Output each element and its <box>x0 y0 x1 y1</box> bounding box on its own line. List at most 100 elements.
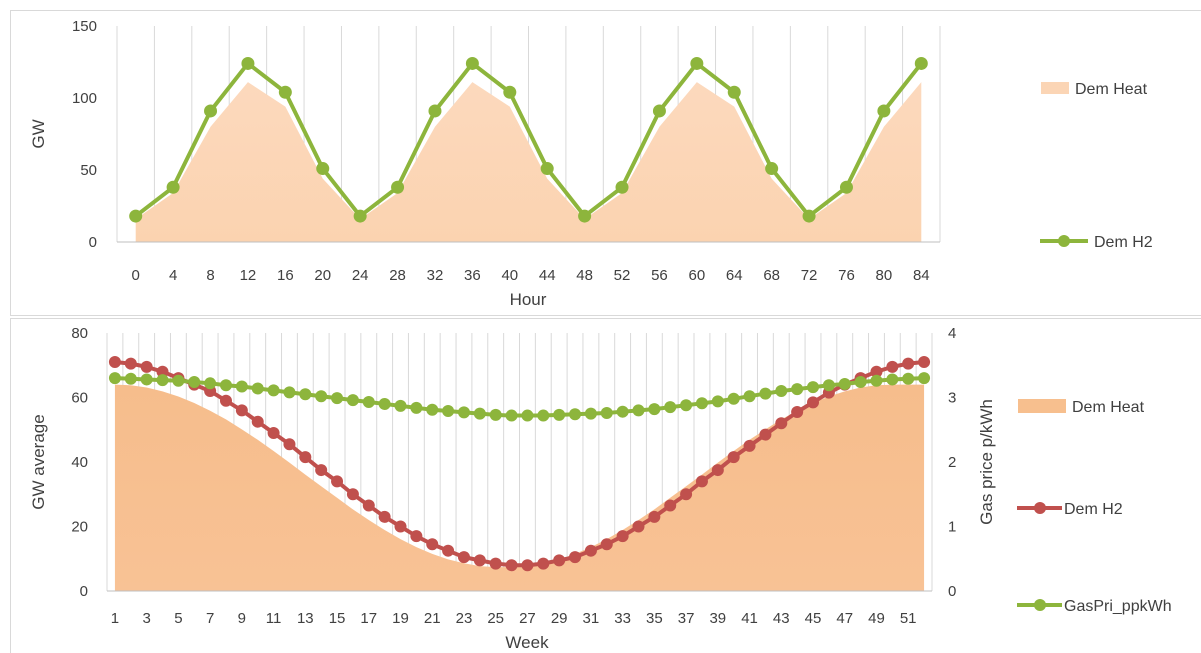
bottom-point-dem-h2 <box>235 404 248 417</box>
top-point-dem-h2 <box>129 209 143 223</box>
bottom-legend-marker-dem-h2 <box>1034 502 1046 514</box>
top-point-dem-h2 <box>503 85 517 99</box>
top-line-dem-h2 <box>134 61 923 219</box>
bottom-point-dem-h2 <box>362 499 375 512</box>
bottom-point-gaspri <box>442 405 455 418</box>
bottom-point-dem-h2 <box>743 439 756 452</box>
top-x-tick-label: 84 <box>913 267 930 284</box>
bottom-x-tick-label: 51 <box>900 610 917 627</box>
top-y-tick-label: 150 <box>72 18 97 35</box>
bottom-legend: Dem Heat Dem H2 GasPri_ppkWh <box>1017 399 1172 615</box>
bottom-point-dem-h2 <box>569 551 582 564</box>
top-point-dem-h2 <box>914 56 928 70</box>
bottom-point-gaspri <box>711 395 724 408</box>
bottom-point-gaspri <box>204 377 217 390</box>
bottom-point-dem-h2 <box>918 356 931 369</box>
top-point-dem-h2 <box>802 209 816 223</box>
bottom-point-gaspri <box>378 397 391 410</box>
top-x-axis-title: Hour <box>510 290 547 309</box>
bottom-point-gaspri <box>664 401 677 414</box>
bottom-point-gaspri <box>569 408 582 421</box>
top-x-tick-label: 80 <box>876 267 893 284</box>
bottom-point-gaspri <box>235 380 248 393</box>
bottom-point-dem-h2 <box>727 451 740 464</box>
bottom-point-dem-h2 <box>711 464 724 477</box>
bottom-point-dem-h2 <box>537 557 550 570</box>
bottom-point-gaspri <box>886 373 899 386</box>
bottom-y2-tick-label: 2 <box>948 454 956 471</box>
bottom-point-gaspri <box>807 381 820 394</box>
bottom-y2-tick-label: 1 <box>948 519 956 536</box>
bottom-point-gaspri <box>822 379 835 392</box>
bottom-point-dem-h2 <box>108 356 121 369</box>
bottom-point-gaspri <box>727 392 740 405</box>
bottom-point-gaspri <box>457 406 470 419</box>
bottom-point-dem-h2 <box>283 438 296 451</box>
bottom-point-gaspri <box>680 399 693 412</box>
bottom-point-dem-h2 <box>759 428 772 441</box>
bottom-y-tick-label: 60 <box>71 390 88 407</box>
bottom-point-dem-h2 <box>521 559 534 572</box>
top-x-tick-label: 12 <box>240 267 257 284</box>
bottom-x-tick-label: 21 <box>424 610 441 627</box>
bottom-point-gaspri <box>791 383 804 396</box>
bottom-point-dem-h2 <box>124 357 137 370</box>
bottom-x-tick-label: 33 <box>614 610 631 627</box>
bottom-x-tick-label: 27 <box>519 610 536 627</box>
top-x-tick-label: 64 <box>726 267 743 284</box>
bottom-x-tick-label: 15 <box>329 610 346 627</box>
bottom-point-dem-h2 <box>584 544 597 557</box>
top-point-dem-h2 <box>316 162 330 176</box>
top-point-dem-h2 <box>615 180 629 194</box>
bottom-line-dem-h2 <box>114 360 925 568</box>
bottom-point-dem-h2 <box>616 530 629 543</box>
bottom-area-dem-heat <box>114 384 925 591</box>
bottom-point-dem-h2 <box>680 488 693 501</box>
top-x-tick-label: 40 <box>501 267 518 284</box>
top-point-dem-h2 <box>839 180 853 194</box>
top-legend-label-dem-heat: Dem Heat <box>1075 81 1148 98</box>
bottom-point-gaspri <box>902 372 915 385</box>
top-panel-frame <box>10 10 1201 316</box>
top-legend: Dem Heat Dem H2 <box>1040 81 1153 251</box>
bottom-point-gaspri <box>394 399 407 412</box>
bottom-x-tick-label: 31 <box>583 610 600 627</box>
bottom-x-tick-label: 37 <box>678 610 695 627</box>
bottom-x-tick-label: 35 <box>646 610 663 627</box>
bottom-point-gaspri <box>759 387 772 400</box>
bottom-gas-line-layer <box>108 372 931 422</box>
bottom-point-gaspri <box>584 407 597 420</box>
top-line-layer <box>129 56 928 223</box>
bottom-x-tick-label: 3 <box>142 610 150 627</box>
bottom-point-dem-h2 <box>775 417 788 430</box>
bottom-point-gaspri <box>775 385 788 398</box>
top-point-dem-h2 <box>241 56 255 70</box>
top-point-dem-h2 <box>278 85 292 99</box>
bottom-legend-label-dem-heat: Dem Heat <box>1072 399 1145 416</box>
top-x-tick-label: 16 <box>277 267 294 284</box>
bottom-point-gaspri <box>838 377 851 390</box>
top-y-tick-label: 50 <box>80 162 97 179</box>
top-x-tick-label: 36 <box>464 267 481 284</box>
top-x-tick-label: 0 <box>132 267 140 284</box>
bottom-point-dem-h2 <box>140 360 153 373</box>
top-legend-label-dem-h2: Dem H2 <box>1094 234 1153 251</box>
bottom-x-tick-label: 23 <box>456 610 473 627</box>
bottom-y2-tick-label: 4 <box>948 325 956 342</box>
bottom-x-tick-label: 9 <box>238 610 246 627</box>
bottom-y-tick-labels: 0 20 40 60 80 <box>71 325 88 600</box>
bottom-point-dem-h2 <box>886 360 899 373</box>
bottom-point-dem-h2 <box>346 488 359 501</box>
bottom-x-tick-label: 49 <box>868 610 885 627</box>
bottom-point-dem-h2 <box>331 475 344 488</box>
top-point-dem-h2 <box>540 162 554 176</box>
top-x-tick-label: 32 <box>427 267 444 284</box>
top-y-axis-title: GW <box>29 119 48 148</box>
bottom-point-dem-h2 <box>791 406 804 419</box>
top-point-dem-h2 <box>465 56 479 70</box>
bottom-y-axis-title: GW average <box>29 414 48 509</box>
bottom-x-tick-label: 11 <box>266 610 282 627</box>
